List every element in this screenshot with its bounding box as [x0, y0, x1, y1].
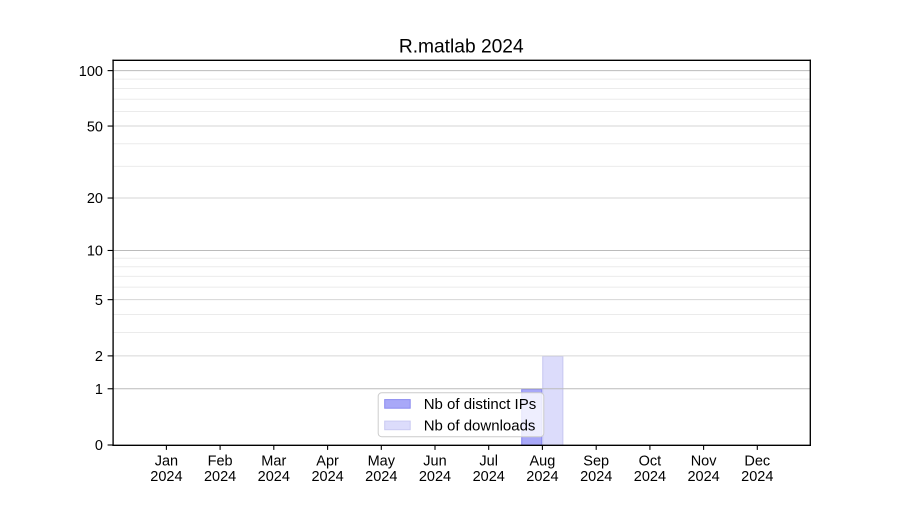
svg-text:2024: 2024	[634, 469, 666, 485]
svg-text:Aug: Aug	[529, 454, 555, 470]
svg-text:2024: 2024	[526, 469, 558, 485]
svg-text:2024: 2024	[741, 469, 773, 485]
svg-text:Jul: Jul	[479, 454, 498, 470]
svg-text:Apr: Apr	[316, 454, 339, 470]
svg-text:2024: 2024	[204, 469, 236, 485]
svg-text:Dec: Dec	[744, 454, 770, 470]
svg-text:Nov: Nov	[691, 454, 718, 470]
svg-text:0: 0	[95, 438, 103, 454]
svg-text:2024: 2024	[419, 469, 451, 485]
svg-text:2024: 2024	[687, 469, 719, 485]
svg-text:Nb of distinct IPs: Nb of distinct IPs	[424, 396, 537, 413]
svg-text:2024: 2024	[258, 469, 290, 485]
svg-text:Sep: Sep	[583, 454, 609, 470]
svg-text:Oct: Oct	[639, 454, 662, 470]
svg-text:2024: 2024	[580, 469, 612, 485]
svg-text:Feb: Feb	[208, 454, 233, 470]
svg-text:2024: 2024	[473, 469, 505, 485]
svg-text:1: 1	[95, 382, 103, 398]
svg-text:20: 20	[87, 191, 103, 207]
svg-text:Jan: Jan	[155, 454, 178, 470]
svg-text:50: 50	[87, 119, 103, 135]
svg-text:Jun: Jun	[423, 454, 446, 470]
svg-text:100: 100	[79, 64, 103, 80]
svg-text:2024: 2024	[365, 469, 397, 485]
svg-text:2024: 2024	[311, 469, 343, 485]
svg-text:10: 10	[87, 244, 103, 260]
svg-text:2024: 2024	[150, 469, 182, 485]
svg-text:2: 2	[95, 349, 103, 365]
svg-text:R.matlab 2024: R.matlab 2024	[399, 36, 524, 57]
svg-text:Mar: Mar	[261, 454, 286, 470]
svg-text:Nb of downloads: Nb of downloads	[424, 418, 536, 435]
svg-text:May: May	[368, 454, 396, 470]
svg-text:5: 5	[95, 293, 103, 309]
